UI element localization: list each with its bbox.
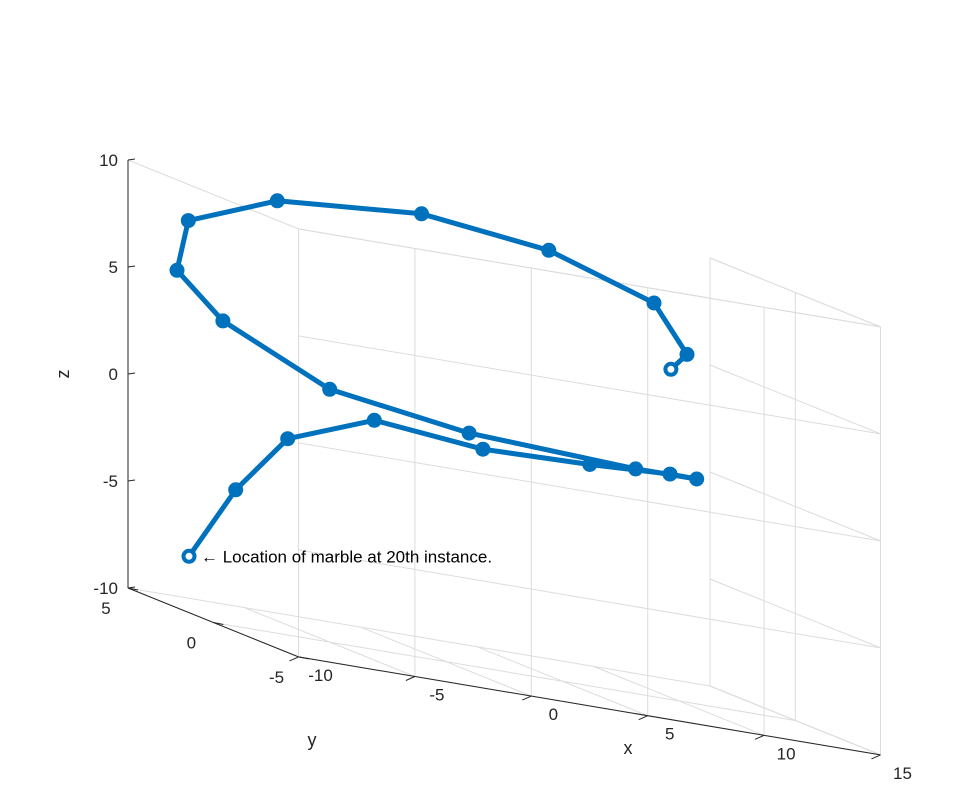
data-point — [689, 471, 705, 487]
data-point — [582, 457, 598, 472]
side-wall-grid-z — [709, 685, 881, 756]
x-tick-label: 10 — [777, 744, 796, 763]
side-wall-grid-z — [709, 257, 881, 328]
back-wall-grid-z — [298, 549, 881, 649]
x-tick — [638, 715, 648, 721]
x-tick-label: -10 — [308, 666, 333, 685]
data-point — [366, 412, 382, 428]
data-point — [541, 242, 557, 258]
y-axis-line — [127, 587, 299, 658]
marble-annotation: ← Location of marble at 20th instance. — [201, 547, 492, 566]
data-point — [646, 295, 662, 311]
z-tick-label: -5 — [103, 472, 118, 491]
y-tick-label: 0 — [187, 634, 196, 653]
data-point — [414, 206, 429, 222]
data-point — [180, 213, 196, 229]
x-tick — [522, 695, 532, 701]
x-tick-label: 0 — [549, 705, 558, 724]
data-point — [169, 262, 185, 278]
trajectory-line — [174, 198, 700, 558]
top-edge — [127, 159, 299, 230]
data-point — [663, 361, 679, 377]
data-point — [269, 193, 285, 209]
x-tick — [754, 734, 765, 740]
z-tick-label: -10 — [93, 579, 118, 598]
data-point — [461, 425, 477, 441]
y-tick — [127, 587, 139, 591]
y-tick-label: 5 — [101, 599, 110, 618]
data-point — [679, 346, 695, 362]
data-point — [322, 381, 338, 397]
z-axis-label: z — [53, 370, 73, 379]
data-point — [475, 441, 491, 457]
y-tick — [213, 622, 224, 625]
data-point — [280, 431, 296, 447]
grid-lines — [127, 159, 881, 756]
x-tick — [871, 754, 881, 760]
x-tick — [405, 676, 416, 681]
z-tick-label: 5 — [109, 258, 118, 277]
data-point — [628, 461, 644, 477]
floor-grid-y — [127, 587, 711, 687]
z-tick — [127, 265, 136, 268]
data-point — [181, 548, 197, 564]
floor-grid-y — [213, 622, 796, 721]
x-tick-label: -5 — [429, 686, 444, 705]
axes — [127, 158, 881, 760]
x-tick-label: 15 — [893, 764, 912, 783]
z-tick — [127, 372, 136, 375]
x-axis-line — [298, 656, 881, 756]
z-tick-label: 0 — [109, 365, 118, 384]
y-tick-label: -5 — [269, 668, 284, 687]
y-tick — [298, 656, 309, 660]
z-tick-label: 10 — [99, 151, 118, 170]
data-point — [228, 482, 244, 498]
side-wall-grid-z — [709, 578, 881, 649]
side-wall-grid-z — [709, 471, 881, 542]
x-axis-label: x — [624, 738, 633, 758]
back-wall-grid-z — [298, 442, 881, 542]
x-tick — [289, 656, 299, 662]
y-axis-label: y — [308, 730, 317, 750]
data-point — [662, 466, 678, 482]
back-wall-grid-z — [298, 335, 881, 435]
side-wall-grid-z — [709, 364, 881, 435]
series-markers — [169, 193, 705, 564]
back-wall-grid-z — [298, 228, 881, 328]
z-tick — [127, 479, 136, 482]
x-tick-label: 5 — [665, 725, 674, 744]
data-point — [215, 313, 231, 329]
z-tick — [127, 158, 136, 161]
series-line — [174, 198, 700, 558]
